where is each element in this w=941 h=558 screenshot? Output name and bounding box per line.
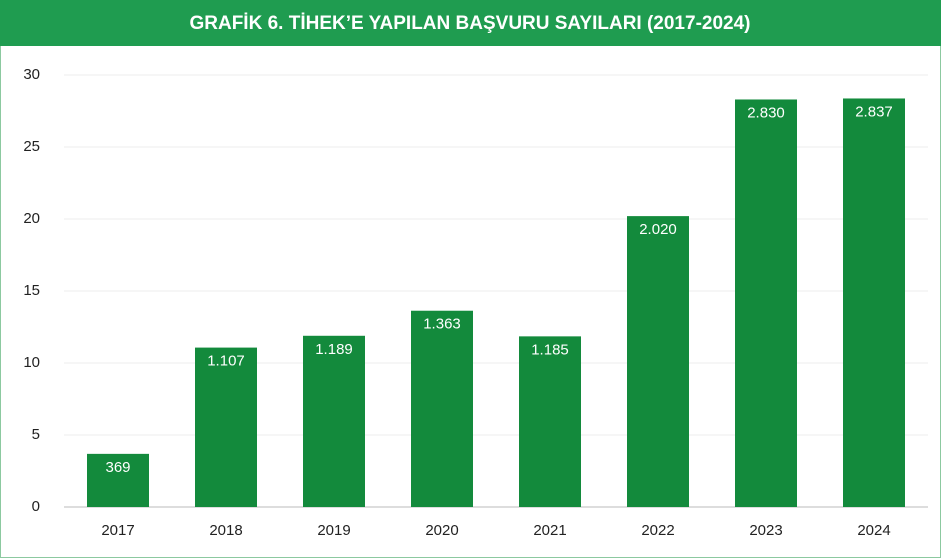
x-tick-label: 2023: [749, 522, 782, 539]
y-tick-label: 15: [23, 282, 40, 299]
x-tick-label: 2018: [209, 522, 242, 539]
bar: [843, 98, 905, 508]
bar: [87, 453, 149, 507]
bar: [411, 310, 473, 507]
x-tick-label: 2020: [425, 522, 458, 539]
x-tick-label: 2017: [101, 522, 134, 539]
y-tick-label: 30: [23, 66, 40, 83]
header: [0, 0, 941, 46]
y-tick-label: 10: [23, 354, 40, 371]
value-label: 1.107: [207, 353, 245, 370]
chart-title: GRAFİK 6. TİHEK’E YAPILAN BAŞVURU SAYILA…: [189, 13, 750, 34]
bar: [303, 335, 365, 507]
value-label: 2.830: [747, 104, 785, 121]
x-tick-label: 2022: [641, 522, 674, 539]
x-tick-label: 2019: [317, 522, 350, 539]
y-tick-label: 5: [32, 426, 40, 443]
y-tick-label: 25: [23, 138, 40, 155]
value-label: 2.020: [639, 221, 677, 238]
value-label: 1.185: [531, 341, 569, 358]
y-tick-label: 20: [23, 210, 40, 227]
x-tick-label: 2021: [533, 522, 566, 539]
bar: [735, 99, 797, 507]
value-label: 1.189: [315, 341, 353, 358]
value-label: 2.837: [855, 103, 893, 120]
value-label: 369: [105, 459, 130, 476]
y-tick-label: 0: [32, 498, 40, 515]
bar: [519, 336, 581, 507]
bar: [627, 216, 689, 507]
x-tick-label: 2024: [857, 522, 890, 539]
bar: [195, 347, 257, 507]
value-label: 1.363: [423, 316, 461, 333]
